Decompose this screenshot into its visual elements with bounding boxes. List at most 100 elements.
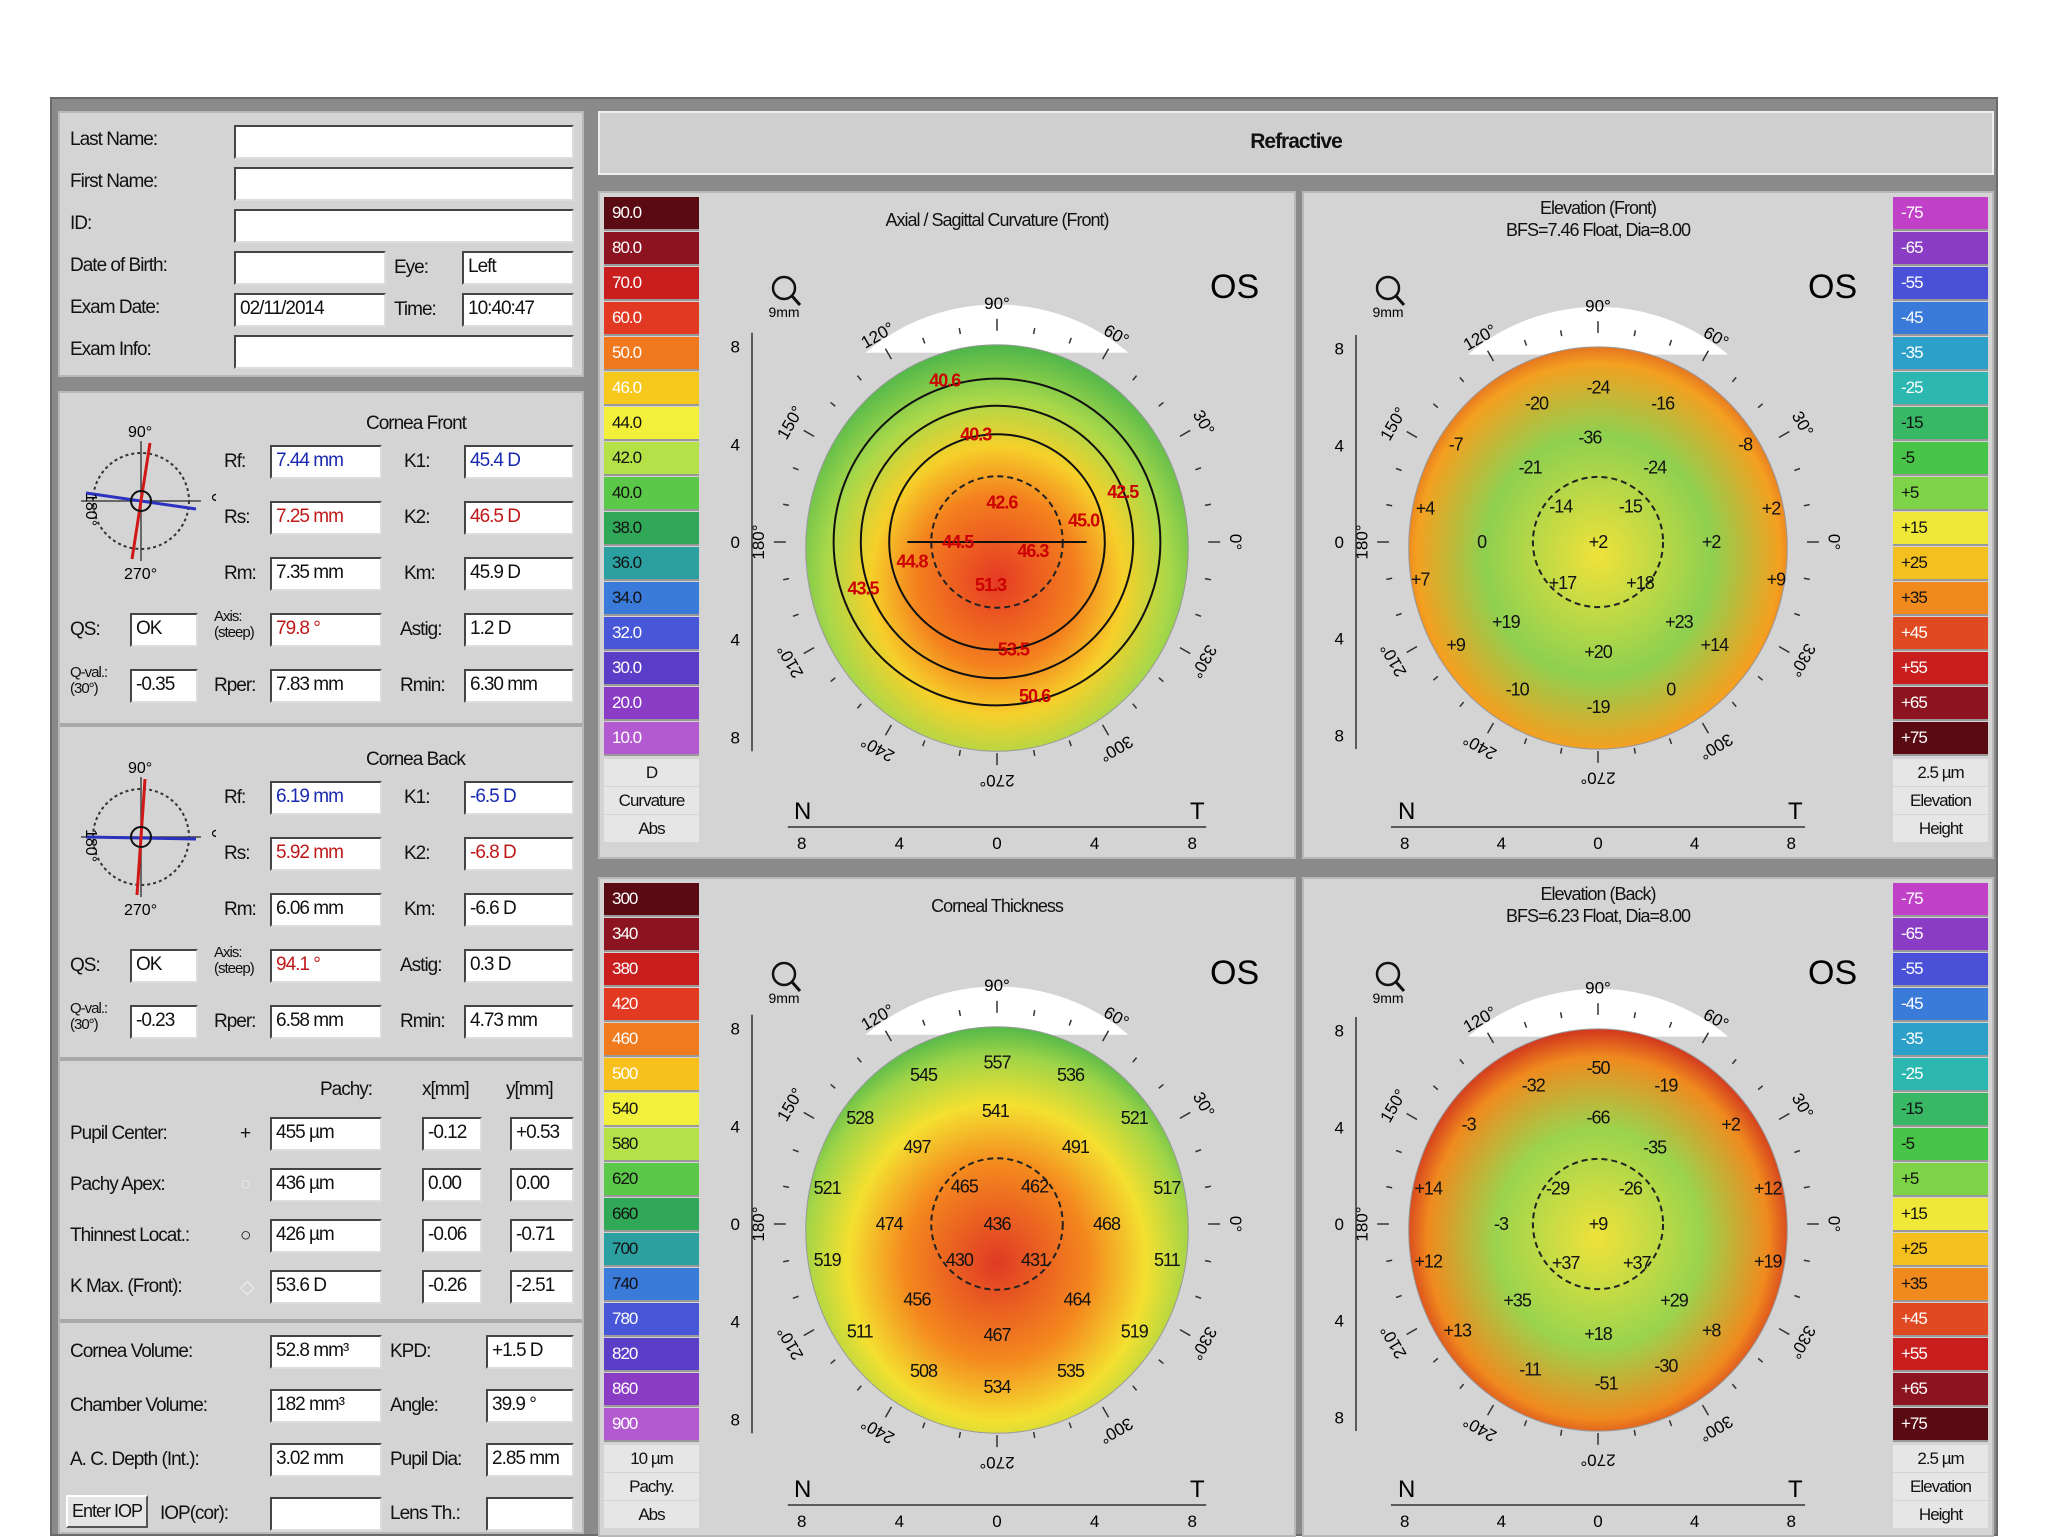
- angle-tick: [1633, 1012, 1637, 1019]
- angle-tick: [792, 613, 799, 617]
- map-value-label: 557: [983, 1053, 1011, 1073]
- scale-step: +75: [1893, 722, 1988, 756]
- cornea-volume-label: Cornea Volume:: [70, 1341, 193, 1362]
- cornea-back-title: Cornea Back: [366, 749, 466, 770]
- vertical-axis-tick: 8: [1335, 726, 1344, 745]
- angle-tick: [1701, 1032, 1710, 1044]
- horizontal-axis-tick: 8: [1400, 1512, 1409, 1531]
- axial-map-panel[interactable]: 90.0 80.0 70.0 60.0 50.0 46.0 44.0 42.0 40.0 38.0…: [598, 191, 1296, 859]
- eye-field[interactable]: Left: [462, 251, 574, 285]
- angle-tick: [1778, 430, 1790, 439]
- meridian-ring: [888, 433, 1106, 651]
- vertical-axis-tick: 8: [1335, 340, 1344, 359]
- angle-label: 30°: [1788, 408, 1817, 440]
- angle-tick: [1195, 1149, 1202, 1153]
- scale-step: 30.0: [604, 652, 699, 686]
- topography-map[interactable]: 0°30°60°90°120°150°180°210°240°270°300°3…: [1308, 243, 1888, 857]
- application-frame: Last Name: First Name: ID: Date of Birth…: [50, 97, 1998, 1537]
- cb-rper-field: 6.58 mm: [270, 1005, 382, 1039]
- elevation-front-map-panel[interactable]: -75 -65 -55 -45 -35 -25 -15 -5 +5 +15 +25 +35 +45 +55…: [1302, 191, 1994, 859]
- angle-tick: [1406, 1112, 1418, 1121]
- angle-tick: [1406, 430, 1418, 439]
- iop-cor-field[interactable]: [270, 1497, 382, 1531]
- id-label: ID:: [70, 213, 92, 234]
- pupil-center-label: Pupil Center:: [70, 1123, 168, 1144]
- elevation-back-map-panel[interactable]: -75 -65 -55 -45 -35 -25 -15 -5 +5 +15 +25 +35 +45 +55…: [1302, 877, 1994, 1537]
- time-field[interactable]: 10:40:47: [462, 293, 574, 327]
- first-name-field[interactable]: [234, 167, 574, 201]
- angle-label: 210°: [1376, 640, 1410, 680]
- scale-step: 540: [604, 1093, 699, 1127]
- map-value-label: 474: [876, 1214, 904, 1234]
- angle-tick: [856, 375, 862, 381]
- angle-tick: [1432, 1085, 1439, 1091]
- angle-tick: [922, 740, 926, 747]
- angle-label: 0°: [1825, 1216, 1844, 1232]
- dob-field[interactable]: [234, 251, 386, 285]
- horizontal-axis-tick: 0: [992, 1512, 1001, 1531]
- pupil-dia-field: 2.85 mm: [486, 1443, 574, 1477]
- angle-tick: [803, 646, 815, 655]
- zoom-label: 9mm: [768, 990, 799, 1006]
- map-area[interactable]: Axial / Sagittal Curvature (Front) 0° 30° 6…: [704, 193, 1290, 857]
- map-value-label: -10: [1506, 679, 1530, 699]
- lens-th-field[interactable]: [486, 1497, 574, 1531]
- angle-tick: [1778, 1327, 1790, 1336]
- scale-step: 700: [604, 1233, 699, 1267]
- angle-label: 330°: [1187, 1323, 1221, 1363]
- exam-date-field[interactable]: 02/11/2014: [234, 293, 386, 327]
- topography-map[interactable]: 0°30°60°90°120°150°180°210°240°270°300°3…: [1308, 929, 1888, 1535]
- corneal-thickness-map-panel[interactable]: 300 340 380 420 460 500 540 580 620 660 700 740 780 8…: [598, 877, 1296, 1537]
- thinnest-locat-symbol: ○: [240, 1225, 252, 1246]
- angle-tick: [1101, 1406, 1110, 1418]
- angle-label: 270°: [1580, 1451, 1615, 1470]
- exam-info-field[interactable]: [234, 335, 574, 369]
- map-value-label: 44.8: [897, 552, 929, 572]
- angle-tick: [1204, 503, 1212, 507]
- angle-tick: [1731, 1383, 1737, 1390]
- color-scale: 300 340 380 420 460 500 540 580 620 660 700 740 780 8…: [604, 883, 699, 1531]
- scale-step: 42.0: [604, 442, 699, 476]
- map-value-label: 534: [983, 1377, 1011, 1397]
- angle-tick: [1486, 722, 1495, 734]
- map-area[interactable]: Elevation (Front) BFS=7.46 Float, Dia=8.0…: [1308, 193, 1888, 857]
- angle-tick: [1032, 1009, 1036, 1017]
- map-value-label: -66: [1586, 1108, 1610, 1128]
- horizontal-axis-tick: 4: [1090, 834, 1099, 853]
- map-area[interactable]: Corneal Thickness 0° 30° 60° 90° 120° 150° 180°…: [704, 879, 1290, 1535]
- cf-qval-field: -0.35: [130, 669, 198, 703]
- angle-label: 30°: [1189, 407, 1218, 439]
- topography-map[interactable]: 0°30°60°90°120°150°180°210°240°270°300°3…: [704, 243, 1290, 857]
- cf-rm-field: 7.35 mm: [270, 557, 382, 591]
- map-value-label: 45.0: [1068, 510, 1100, 530]
- angle-tick: [1395, 612, 1402, 617]
- angle-tick: [1158, 1359, 1164, 1365]
- enter-iop-button[interactable]: Enter IOP: [66, 1495, 149, 1528]
- last-name-field[interactable]: [234, 125, 574, 159]
- angle-label: 330°: [1785, 1322, 1819, 1362]
- angle-tick: [1459, 1383, 1465, 1390]
- map-value-label: 541: [982, 1101, 1010, 1121]
- map-value-label: 464: [1064, 1289, 1092, 1309]
- magnifier-icon: [1375, 961, 1401, 987]
- scale-step: 740: [604, 1268, 699, 1302]
- horizontal-axis-tick: 4: [1690, 1512, 1699, 1531]
- topography-map[interactable]: 0°30°60°90°120°150°180°210°240°270°300°3…: [704, 929, 1290, 1535]
- scale-mode: Abs: [604, 1501, 699, 1528]
- cornea-front-axis-diagram: 90° 270° 180° 0°: [81, 424, 216, 581]
- color-scale: 90.0 80.0 70.0 60.0 50.0 46.0 44.0 42.0 40.0 38.0…: [604, 197, 699, 853]
- id-field[interactable]: [234, 209, 574, 243]
- map-value-label: +2: [1702, 532, 1722, 552]
- map-value-label: 545: [910, 1065, 938, 1085]
- map-value-label: 511: [847, 1322, 874, 1342]
- map-area[interactable]: Elevation (Back) BFS=6.23 Float, Dia=8.00…: [1308, 879, 1888, 1535]
- angle-tick: [1204, 1185, 1212, 1189]
- map-value-label: -14: [1549, 497, 1573, 517]
- cf-qs-field: OK: [130, 613, 198, 647]
- map-value-label: +2: [1762, 498, 1782, 518]
- map-value-label: +9: [1589, 1214, 1609, 1234]
- map-value-label: 465: [951, 1176, 979, 1196]
- angle-label: 330°: [1187, 641, 1221, 681]
- map-value-label: +4: [1416, 498, 1436, 518]
- angle-label: 210°: [773, 1323, 807, 1363]
